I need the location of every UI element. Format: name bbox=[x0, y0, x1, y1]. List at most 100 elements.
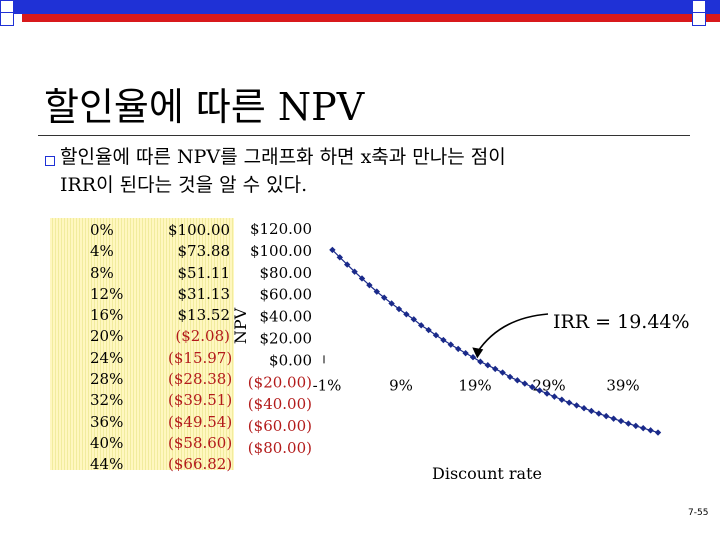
npv-data-point bbox=[418, 322, 425, 329]
table-npv-cell: $31.13 bbox=[177, 284, 231, 303]
rate-column: 0% 4% 8% 12% 16% 20% 24% 28% 32% 36% 40% 44% bbox=[90, 220, 123, 476]
table-rate-cell: 12% bbox=[90, 284, 124, 303]
npv-data-point bbox=[358, 275, 366, 282]
table-npv-cell: ($28.38) bbox=[168, 370, 233, 389]
npv-data-point bbox=[588, 407, 595, 415]
table-rate-cell: 44% bbox=[90, 455, 124, 474]
irr-arrow-head bbox=[472, 347, 484, 359]
npv-data-point bbox=[432, 332, 440, 339]
table-rate-cell: 0% bbox=[90, 221, 114, 239]
npv-column: $100.00 $73.88 $51.11 $31.13 $13.52 ($2.08) ($… bbox=[168, 220, 233, 476]
table-rate-cell: 36% bbox=[90, 412, 124, 431]
table-npv-cell: ($58.60) bbox=[168, 433, 233, 452]
npv-data-point bbox=[640, 424, 647, 432]
x-tick-label: -1% bbox=[313, 376, 342, 394]
table-npv-cell: $100.00 bbox=[168, 221, 231, 239]
npv-data-point bbox=[351, 268, 358, 275]
npv-data-point bbox=[492, 365, 499, 373]
body-text: 할인율에 따른 NPV를 그래프화 하면 x축과 만나는 점이 IRR이 된다는… bbox=[60, 143, 506, 199]
npv-data-point bbox=[580, 405, 588, 412]
npv-data-point bbox=[336, 254, 343, 261]
y-axis-label: NPV bbox=[231, 307, 250, 344]
y-tick-label: $100.00 bbox=[250, 242, 312, 260]
npv-data-point bbox=[388, 300, 395, 307]
npv-data-point bbox=[632, 422, 639, 430]
table-rate-cell: 40% bbox=[90, 433, 124, 452]
npv-data-point bbox=[477, 358, 484, 365]
x-tick-label: 29% bbox=[532, 376, 565, 394]
npv-data-point bbox=[425, 326, 432, 334]
npv-data-point bbox=[366, 281, 373, 289]
table-npv-cell: $51.11 bbox=[177, 263, 231, 282]
irr-annotation-text: IRR = 19.44% bbox=[553, 311, 690, 333]
table-rate-cell: 16% bbox=[90, 306, 124, 325]
npv-data-point bbox=[440, 336, 447, 344]
npv-data-point bbox=[551, 393, 558, 400]
table-rate-cell: 28% bbox=[90, 370, 124, 389]
corner-square-left-bottom bbox=[0, 12, 14, 26]
table-rate-cell: 32% bbox=[90, 391, 124, 410]
npv-data-point bbox=[403, 311, 410, 318]
npv-data-point bbox=[373, 288, 380, 295]
npv-data-point bbox=[573, 402, 580, 409]
npv-data-point bbox=[595, 410, 602, 417]
table-rate-cell: 8% bbox=[90, 263, 114, 282]
y-tick-label: $20.00 bbox=[260, 330, 313, 348]
y-tick-label: $0.00 bbox=[269, 351, 312, 369]
table-npv-cell: ($66.82) bbox=[168, 455, 233, 474]
x-tick-label: 9% bbox=[389, 376, 413, 394]
y-tick-label: $40.00 bbox=[260, 308, 313, 326]
top-decoration-bar bbox=[0, 0, 720, 22]
table-npv-cell: $73.88 bbox=[177, 242, 231, 261]
npv-data-point bbox=[566, 399, 573, 406]
npv-data-point bbox=[469, 354, 477, 361]
table-rate-cell: 24% bbox=[90, 348, 124, 367]
body-line-2: IRR이 된다는 것을 알 수 있다. bbox=[60, 174, 308, 196]
npv-data-point bbox=[521, 380, 528, 387]
npv-data-point bbox=[654, 429, 662, 436]
x-tick-label: 19% bbox=[458, 376, 491, 394]
npv-data-point bbox=[558, 396, 565, 403]
title-underline bbox=[38, 135, 690, 136]
table-npv-cell: ($49.54) bbox=[168, 412, 233, 431]
table-npv-cell: ($2.08) bbox=[175, 327, 230, 346]
npv-data-point bbox=[499, 369, 506, 376]
top-red-stripe bbox=[22, 14, 720, 22]
bullet-square-icon bbox=[45, 156, 55, 166]
x-tick-label: 39% bbox=[606, 376, 639, 394]
y-tick-label: ($80.00) bbox=[248, 439, 312, 457]
npv-data-point bbox=[603, 412, 610, 420]
npv-data-point bbox=[610, 415, 617, 422]
npv-data-point bbox=[462, 349, 469, 357]
npv-data-point bbox=[647, 427, 654, 434]
table-rate-cell: 4% bbox=[90, 242, 114, 261]
y-tick-label: $120.00 bbox=[250, 220, 312, 238]
corner-square-right-bottom bbox=[692, 12, 706, 26]
slide-number: 7-55 bbox=[688, 508, 709, 518]
x-axis-label: Discount rate bbox=[432, 464, 542, 483]
npv-data-table: 0% 4% 8% 12% 16% 20% 24% 28% 32% 36% 40% 44% $100.0… bbox=[50, 218, 234, 473]
y-tick-label: ($60.00) bbox=[248, 417, 312, 435]
npv-data-point bbox=[536, 387, 543, 394]
y-tick-label: $80.00 bbox=[260, 264, 313, 282]
top-blue-stripe bbox=[0, 0, 720, 14]
npv-data-point bbox=[514, 377, 521, 384]
npv-data-point bbox=[329, 246, 336, 254]
npv-data-point bbox=[410, 316, 417, 323]
npv-data-point bbox=[344, 261, 351, 268]
y-tick-label: $60.00 bbox=[260, 286, 313, 304]
body-line-1: 할인율에 따른 NPV를 그래프화 하면 x축과 만나는 점이 bbox=[60, 146, 506, 168]
table-npv-cell: ($15.97) bbox=[168, 348, 233, 367]
table-rate-cell: 20% bbox=[90, 327, 124, 346]
npv-data-point bbox=[617, 417, 625, 425]
npv-series-line bbox=[331, 249, 659, 434]
npv-data-point bbox=[543, 390, 551, 397]
npv-data-point bbox=[447, 341, 454, 348]
npv-data-point bbox=[395, 305, 403, 313]
npv-data-point bbox=[506, 373, 514, 381]
npv-data-point bbox=[484, 362, 491, 369]
table-npv-cell: $13.52 bbox=[177, 306, 231, 325]
y-tick-label: ($20.00) bbox=[248, 373, 312, 391]
npv-data-point bbox=[625, 420, 632, 427]
